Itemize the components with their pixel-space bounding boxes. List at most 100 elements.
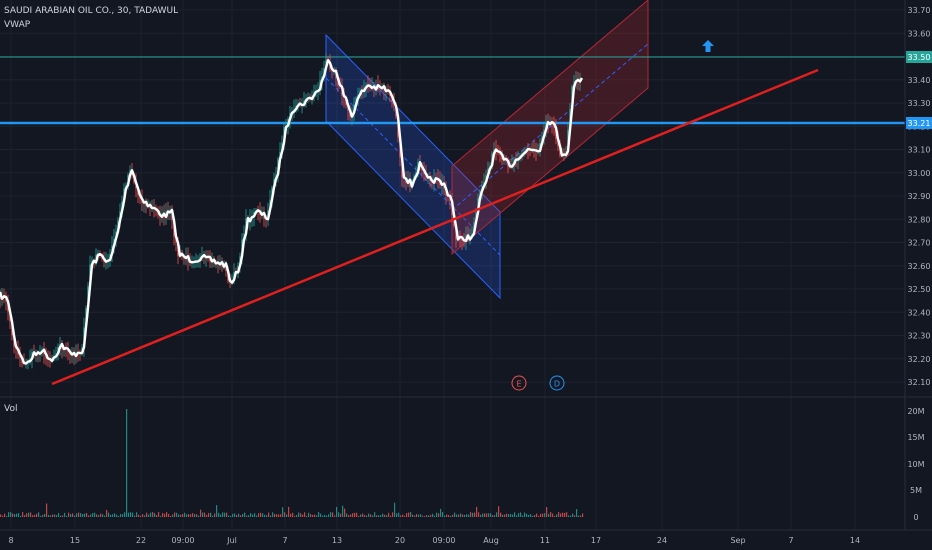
volume-bar bbox=[502, 514, 504, 517]
price-tick-label: 33.10 bbox=[908, 146, 931, 155]
time-tick-label: 7 bbox=[282, 536, 287, 545]
volume-bar bbox=[266, 515, 268, 517]
volume-bar bbox=[546, 507, 548, 517]
volume-bar bbox=[404, 515, 406, 517]
volume-bar bbox=[444, 515, 446, 517]
volume-bar bbox=[198, 515, 200, 517]
volume-bar bbox=[326, 515, 328, 517]
volume-bar bbox=[318, 512, 320, 517]
volume-bar bbox=[30, 512, 32, 517]
volume-bar bbox=[294, 515, 296, 517]
price-tick-label: 33.60 bbox=[908, 29, 931, 38]
volume-bar bbox=[410, 512, 412, 517]
volume-bar bbox=[386, 515, 388, 517]
volume-bar bbox=[284, 512, 286, 517]
volume-axis[interactable]: 20M 15M 10M 5M 0 bbox=[907, 407, 924, 522]
price-tick-label: 32.20 bbox=[908, 355, 931, 364]
volume-bar bbox=[382, 513, 384, 517]
volume-bar bbox=[52, 514, 54, 517]
volume-bar bbox=[220, 514, 222, 517]
volume-bar bbox=[64, 512, 66, 517]
volume-bar bbox=[520, 512, 522, 517]
volume-bar bbox=[478, 512, 480, 517]
volume-bar bbox=[250, 513, 252, 517]
volume-bar bbox=[486, 513, 488, 517]
volume-bar bbox=[246, 515, 248, 517]
volume-bar bbox=[182, 514, 184, 517]
time-tick-label: 24 bbox=[657, 536, 667, 545]
volume-bar bbox=[232, 513, 234, 517]
dividend-marker[interactable]: D bbox=[549, 375, 565, 391]
arrow-up-icon[interactable] bbox=[702, 40, 714, 52]
volume-bar bbox=[470, 512, 472, 517]
volume-bar bbox=[230, 515, 232, 517]
volume-bar bbox=[562, 512, 564, 517]
volume-bar bbox=[296, 514, 298, 517]
volume-bar bbox=[40, 515, 42, 517]
volume-bar bbox=[420, 514, 422, 517]
volume-bar bbox=[124, 512, 126, 517]
volume-bar bbox=[150, 512, 152, 517]
volume-bar bbox=[432, 513, 434, 517]
volume-bar bbox=[550, 512, 552, 517]
volume-bar bbox=[362, 513, 364, 517]
volume-bar bbox=[224, 512, 226, 517]
volume-bar bbox=[80, 513, 82, 517]
red-channel[interactable] bbox=[451, 0, 649, 256]
price-axis[interactable]: 33.7033.6033.5033.4033.3033.2033.1033.00… bbox=[908, 6, 931, 387]
volume-bar bbox=[264, 514, 266, 517]
trendline-red[interactable] bbox=[51, 68, 819, 386]
volume-label[interactable]: Vol bbox=[4, 404, 18, 414]
volume-bar bbox=[324, 514, 326, 517]
volume-bar bbox=[554, 515, 556, 517]
volume-bar bbox=[194, 514, 196, 517]
volume-bar bbox=[312, 514, 314, 517]
volume-bar bbox=[330, 512, 332, 517]
volume-bar bbox=[336, 506, 338, 517]
volume-bar bbox=[38, 512, 40, 517]
volume-bar bbox=[400, 515, 402, 517]
volume-bar bbox=[170, 515, 172, 517]
volume-bar bbox=[426, 515, 428, 517]
volume-bar bbox=[538, 515, 540, 517]
volume-bar bbox=[310, 514, 312, 517]
volume-bar bbox=[414, 515, 416, 517]
volume-bar bbox=[2, 515, 4, 517]
volume-bar bbox=[332, 512, 334, 517]
volume-bar bbox=[260, 512, 262, 517]
volume-bar bbox=[348, 515, 350, 517]
volume-bar bbox=[242, 514, 244, 517]
volume-bar bbox=[90, 514, 92, 517]
volume-bar bbox=[500, 512, 502, 517]
volume-bar bbox=[334, 515, 336, 517]
volume-bar bbox=[218, 512, 220, 517]
volume-bar bbox=[236, 514, 238, 517]
volume-bar bbox=[280, 514, 282, 517]
volume-bar bbox=[424, 515, 426, 517]
time-tick-label: 20 bbox=[395, 536, 405, 545]
volume-bar bbox=[504, 514, 506, 517]
earnings-marker[interactable]: E bbox=[511, 375, 527, 391]
volume-bar bbox=[12, 513, 14, 517]
volume-bar bbox=[158, 512, 160, 517]
volume-bar bbox=[480, 514, 482, 517]
volume-bar bbox=[446, 514, 448, 517]
indicator-vwap-label[interactable]: VWAP bbox=[4, 20, 31, 30]
volume-bar bbox=[430, 514, 432, 517]
volume-bar bbox=[176, 512, 178, 517]
volume-bar bbox=[112, 514, 114, 517]
time-axis[interactable]: 8 15 22 09:00 Jul 7 13 20 09:00 Aug 11 17 24 Sep 7 14 bbox=[8, 536, 860, 545]
symbol-title[interactable]: SAUDI ARABIAN OIL CO., 30, TADAWUL bbox=[4, 6, 179, 16]
volume-bar bbox=[228, 515, 230, 517]
volume-bar bbox=[490, 513, 492, 517]
volume-bar bbox=[372, 515, 374, 517]
volume-bar bbox=[508, 514, 510, 517]
volume-bar bbox=[492, 515, 494, 517]
time-tick-label: 22 bbox=[136, 536, 146, 545]
volume-bar bbox=[338, 512, 340, 517]
volume-bar bbox=[512, 514, 514, 517]
volume-bar bbox=[160, 515, 162, 517]
volume-bar bbox=[522, 515, 524, 517]
volume-bar bbox=[56, 515, 58, 517]
